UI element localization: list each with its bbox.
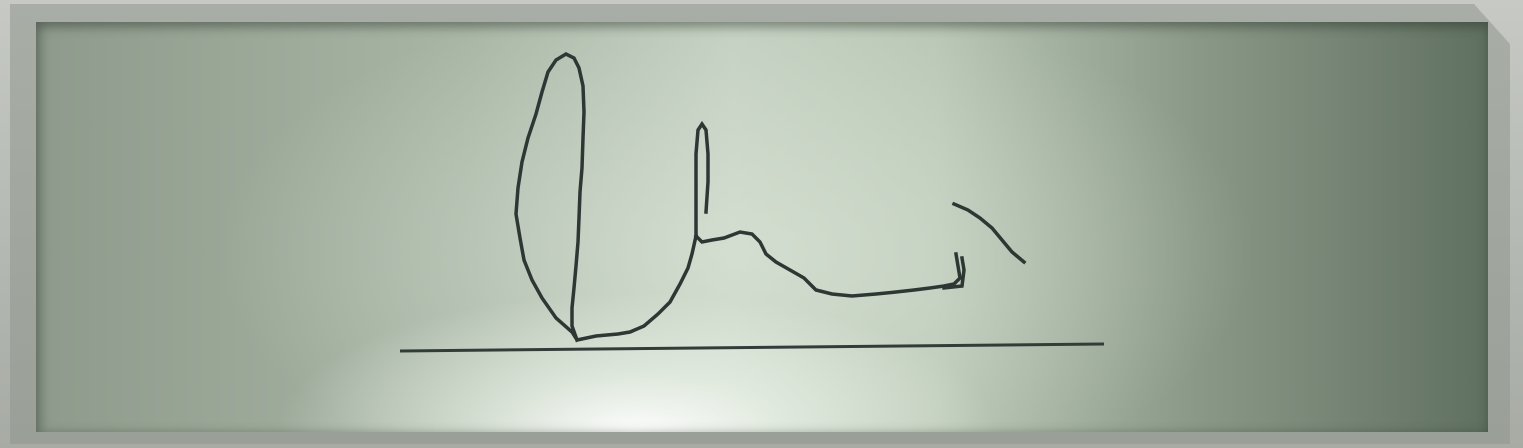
signature-stroke-loop — [514, 52, 699, 343]
signature-stroke-hook — [942, 255, 966, 290]
signature-stroke-stem — [693, 120, 962, 298]
signature-baseline — [399, 342, 1105, 353]
signature-stroke-dash — [951, 201, 1027, 265]
lcd-screen[interactable] — [36, 22, 1488, 432]
signature-canvas[interactable] — [36, 22, 1488, 432]
